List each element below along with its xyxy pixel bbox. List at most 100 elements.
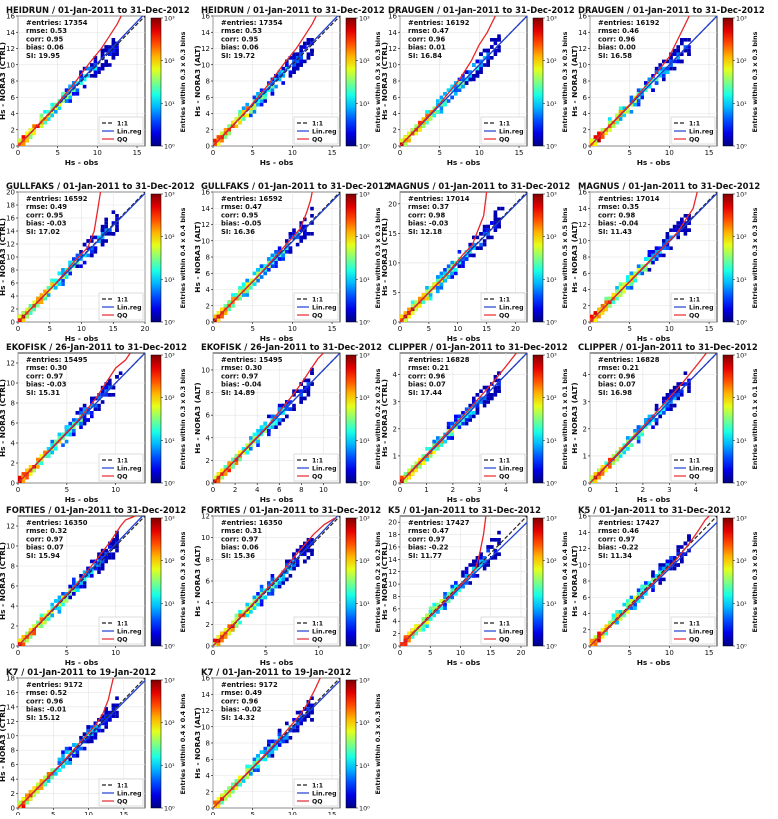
colorbar-tick-label: 10³ bbox=[359, 352, 370, 360]
stat-si: SI: 11.77 bbox=[408, 552, 442, 560]
density-cell bbox=[644, 268, 648, 272]
colorbar-tick-label: 10⁰ bbox=[546, 643, 557, 651]
density-cell bbox=[112, 552, 116, 556]
y-tick-label: 8 bbox=[393, 593, 397, 601]
density-cell bbox=[662, 397, 666, 401]
y-axis-label: Hs - NORA3 (ALT) bbox=[193, 382, 202, 453]
x-tick-label: 3 bbox=[667, 486, 671, 494]
stat-rmse: rmse: 0.30 bbox=[221, 364, 262, 372]
density-cell bbox=[50, 279, 54, 283]
density-cell bbox=[429, 297, 433, 301]
density-cell bbox=[472, 78, 476, 82]
density-cell bbox=[676, 225, 680, 229]
legend-linreg-label: Lin.reg bbox=[689, 128, 714, 135]
density-cell bbox=[687, 389, 691, 393]
density-cell bbox=[101, 228, 105, 232]
x-tick-label: 10 bbox=[288, 149, 297, 157]
density-cell bbox=[94, 736, 98, 740]
colorbar-label: Entries within 0.5 x 0.5 bins bbox=[561, 207, 569, 308]
density-cell bbox=[303, 60, 307, 64]
density-cell bbox=[90, 397, 94, 401]
density-cell bbox=[680, 560, 684, 564]
stat-entries: #entries: 16828 bbox=[598, 356, 660, 364]
y-axis-label: Hs - NORA3 (CTRL) bbox=[0, 542, 7, 620]
density-cell bbox=[637, 436, 641, 440]
density-cell bbox=[104, 63, 108, 67]
density-cell bbox=[58, 282, 62, 286]
x-tick-label: 0 bbox=[588, 325, 592, 333]
density-cell bbox=[615, 610, 619, 614]
legend-one-to-one-label: 1:1 bbox=[117, 120, 128, 127]
colorbar-tick-label: 10¹ bbox=[359, 100, 370, 108]
legend-linreg-label: Lin.reg bbox=[117, 465, 142, 472]
density-cell bbox=[658, 415, 662, 419]
y-tick-label: 10 bbox=[388, 259, 397, 267]
colorbar-tick-label: 10² bbox=[164, 557, 175, 565]
density-cell bbox=[425, 121, 429, 125]
density-cell bbox=[429, 117, 433, 121]
density-cell bbox=[263, 99, 267, 103]
density-cell bbox=[281, 257, 285, 261]
y-tick-label: 18 bbox=[6, 202, 15, 210]
density-cell bbox=[637, 440, 641, 444]
legend-one-to-one-label: 1:1 bbox=[117, 296, 128, 303]
colorbar-tick-label: 10¹ bbox=[164, 276, 175, 284]
stat-si: SI: 11.34 bbox=[598, 552, 632, 560]
stat-corr: corr: 0.96 bbox=[408, 372, 446, 380]
density-cell bbox=[486, 549, 490, 553]
density-cell bbox=[29, 635, 33, 639]
density-cell bbox=[651, 250, 655, 254]
density-cell bbox=[468, 78, 472, 82]
density-cell bbox=[108, 232, 112, 236]
x-tick-label: 5 bbox=[627, 649, 631, 657]
stat-rmse: rmse: 0.37 bbox=[408, 203, 449, 211]
density-cell bbox=[404, 142, 408, 146]
colorbar-tick-label: 10¹ bbox=[164, 600, 175, 608]
density-cell bbox=[281, 254, 285, 258]
y-axis-label: Hs - NORA3 (ALT) bbox=[570, 221, 579, 292]
density-cell bbox=[220, 315, 224, 319]
density-cell bbox=[465, 81, 469, 85]
density-cell bbox=[644, 581, 648, 585]
stat-corr: corr: 0.95 bbox=[221, 211, 259, 219]
density-cell bbox=[601, 135, 605, 139]
density-cell bbox=[310, 549, 314, 553]
x-tick-label: 15 bbox=[109, 325, 118, 333]
density-cell bbox=[443, 606, 447, 610]
density-cell bbox=[86, 725, 90, 729]
density-cell bbox=[637, 264, 641, 268]
density-cell bbox=[476, 574, 480, 578]
panel-title: DRAUGEN / 01-Jan-2011 to 31-Dec-2012 bbox=[388, 5, 575, 15]
density-cell bbox=[112, 232, 116, 236]
colorbar-tick-label: 10¹ bbox=[546, 100, 557, 108]
y-tick-label: 20 bbox=[388, 200, 397, 208]
density-cell bbox=[666, 407, 670, 411]
y-tick-label: 16 bbox=[578, 189, 587, 197]
y-tick-label: 10 bbox=[578, 561, 587, 569]
y-tick-label: 1 bbox=[393, 452, 397, 460]
y-tick-label: 0 bbox=[583, 480, 587, 488]
y-tick-label: 0 bbox=[206, 143, 210, 151]
legend-qq-label: QQ bbox=[312, 636, 323, 643]
y-tick-label: 14 bbox=[388, 29, 397, 37]
stat-entries: #entries: 15495 bbox=[221, 356, 283, 364]
x-tick-label: 20 bbox=[141, 325, 150, 333]
density-cell bbox=[36, 790, 40, 794]
density-cell bbox=[72, 743, 76, 747]
colorbar-tick-label: 10² bbox=[359, 57, 370, 65]
y-tick-label: 8 bbox=[206, 78, 210, 86]
density-cell bbox=[411, 472, 415, 476]
density-cell bbox=[32, 132, 36, 136]
density-cell bbox=[626, 275, 630, 279]
x-tick-label: 0 bbox=[398, 325, 402, 333]
y-tick-label: 6 bbox=[393, 605, 398, 613]
stat-bias: bias: -0.03 bbox=[408, 220, 449, 228]
density-cell bbox=[224, 311, 228, 315]
density-cell bbox=[245, 293, 249, 297]
density-cell bbox=[260, 425, 264, 429]
x-tick-label: 5 bbox=[55, 149, 59, 157]
